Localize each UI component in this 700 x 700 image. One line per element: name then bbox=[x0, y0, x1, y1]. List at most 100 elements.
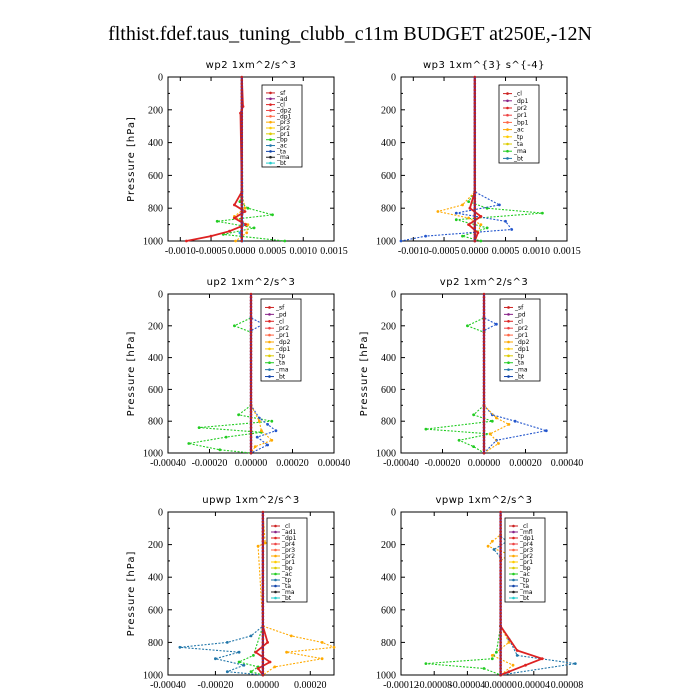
profile-marker bbox=[249, 435, 253, 439]
series-point bbox=[256, 667, 260, 670]
profile-marker bbox=[499, 553, 502, 556]
profile-marker bbox=[240, 213, 244, 217]
legend-marker bbox=[274, 554, 277, 558]
profile-marker bbox=[240, 220, 244, 223]
profile-marker bbox=[482, 423, 486, 426]
profile-marker bbox=[499, 618, 502, 621]
series-point bbox=[214, 657, 217, 661]
profile-marker bbox=[473, 164, 477, 167]
profile-marker bbox=[249, 302, 253, 305]
series-point bbox=[507, 641, 511, 644]
series-point bbox=[510, 228, 514, 231]
series-line-bp bbox=[237, 512, 264, 676]
legend-marker bbox=[506, 121, 509, 124]
legend-entry: _dp2 bbox=[275, 339, 291, 346]
series-point bbox=[476, 231, 480, 235]
profile-marker bbox=[499, 654, 502, 657]
profile-marker bbox=[499, 644, 502, 647]
profile-marker bbox=[499, 650, 502, 654]
legend-marker bbox=[269, 91, 272, 95]
series-point bbox=[490, 539, 494, 543]
profile-marker bbox=[249, 384, 253, 388]
profile-marker bbox=[482, 324, 486, 328]
legend-marker bbox=[507, 368, 510, 371]
series-point bbox=[243, 210, 247, 213]
profile-marker bbox=[499, 540, 502, 543]
profile-marker bbox=[249, 445, 253, 448]
y-tick-label: 200 bbox=[148, 105, 163, 116]
series-point bbox=[495, 650, 498, 654]
legend-marker bbox=[268, 333, 271, 337]
legend-entry: _pr1 bbox=[275, 332, 289, 339]
profile-marker bbox=[482, 394, 486, 398]
profile-marker bbox=[249, 419, 253, 423]
x-tick-label: 0.00020 bbox=[276, 458, 309, 469]
profile-marker bbox=[261, 634, 265, 638]
profile-marker bbox=[240, 193, 244, 197]
profile-marker bbox=[240, 216, 244, 220]
series-point bbox=[257, 419, 261, 423]
legend-marker bbox=[512, 596, 515, 600]
legend: _cl_mfl_dp1_pr4_pr3_pr2_pr1_bp_ac_tp_ta_… bbox=[504, 517, 546, 603]
profile-marker bbox=[473, 170, 477, 174]
legend-marker bbox=[506, 113, 509, 117]
profile-marker bbox=[249, 410, 253, 414]
series-point bbox=[253, 445, 257, 448]
profile-marker bbox=[482, 365, 486, 369]
series-point bbox=[242, 663, 246, 667]
profile-marker bbox=[499, 628, 502, 631]
series-point bbox=[260, 429, 263, 433]
series-point bbox=[238, 231, 242, 235]
profile-marker bbox=[261, 543, 265, 546]
profile-marker bbox=[240, 151, 244, 154]
y-tick-label: 200 bbox=[381, 105, 396, 116]
y-tick-label: 600 bbox=[148, 385, 163, 396]
series-line-cl bbox=[186, 76, 248, 242]
series-line-dp2 bbox=[425, 294, 493, 454]
legend-entry: _cl bbox=[513, 91, 522, 98]
profile-marker bbox=[473, 134, 477, 138]
profile-marker bbox=[249, 315, 253, 318]
series-point bbox=[266, 423, 269, 426]
series-point bbox=[507, 670, 511, 674]
x-tick-label: 0.0015 bbox=[320, 246, 348, 257]
legend-entry: _ma bbox=[513, 148, 527, 155]
profile-marker bbox=[473, 85, 477, 89]
series-point bbox=[490, 654, 494, 657]
profile-marker bbox=[240, 177, 244, 180]
series-point bbox=[515, 654, 519, 657]
legend-entry: _ta bbox=[281, 583, 291, 590]
profile-marker bbox=[473, 216, 477, 220]
series-line-tp bbox=[179, 512, 264, 676]
profile-marker bbox=[473, 101, 477, 105]
profile-marker bbox=[499, 510, 502, 514]
profile-marker bbox=[261, 530, 265, 533]
profile-marker bbox=[261, 517, 265, 520]
y-tick-label: 800 bbox=[381, 417, 396, 428]
series-point bbox=[457, 438, 461, 442]
profile-marker bbox=[261, 628, 265, 631]
y-tick-label: 1000 bbox=[376, 449, 396, 460]
profile-marker bbox=[482, 362, 486, 366]
profile-marker bbox=[249, 292, 253, 296]
legend-marker bbox=[269, 97, 272, 101]
profile-marker bbox=[261, 523, 265, 527]
profile-marker bbox=[261, 650, 265, 654]
series-point bbox=[249, 634, 253, 638]
profile-marker bbox=[482, 346, 486, 350]
legend-entry: _pr2 bbox=[281, 553, 295, 560]
profile-marker bbox=[499, 598, 502, 602]
legend-entry: _pr1 bbox=[276, 131, 290, 138]
y-tick-label: 800 bbox=[381, 204, 396, 215]
legend-entry: _pr3 bbox=[281, 547, 295, 554]
legend-entry: _bt bbox=[275, 374, 286, 381]
profile-marker bbox=[261, 637, 265, 641]
profile-marker bbox=[261, 595, 265, 599]
profile-marker bbox=[499, 660, 502, 664]
legend-marker bbox=[269, 144, 272, 147]
profile-marker bbox=[473, 121, 477, 125]
profile-marker bbox=[249, 407, 253, 410]
y-axis-label: Pressure [hPa] bbox=[126, 331, 137, 417]
profile-marker bbox=[240, 183, 244, 187]
y-tick-label: 1000 bbox=[143, 449, 163, 460]
